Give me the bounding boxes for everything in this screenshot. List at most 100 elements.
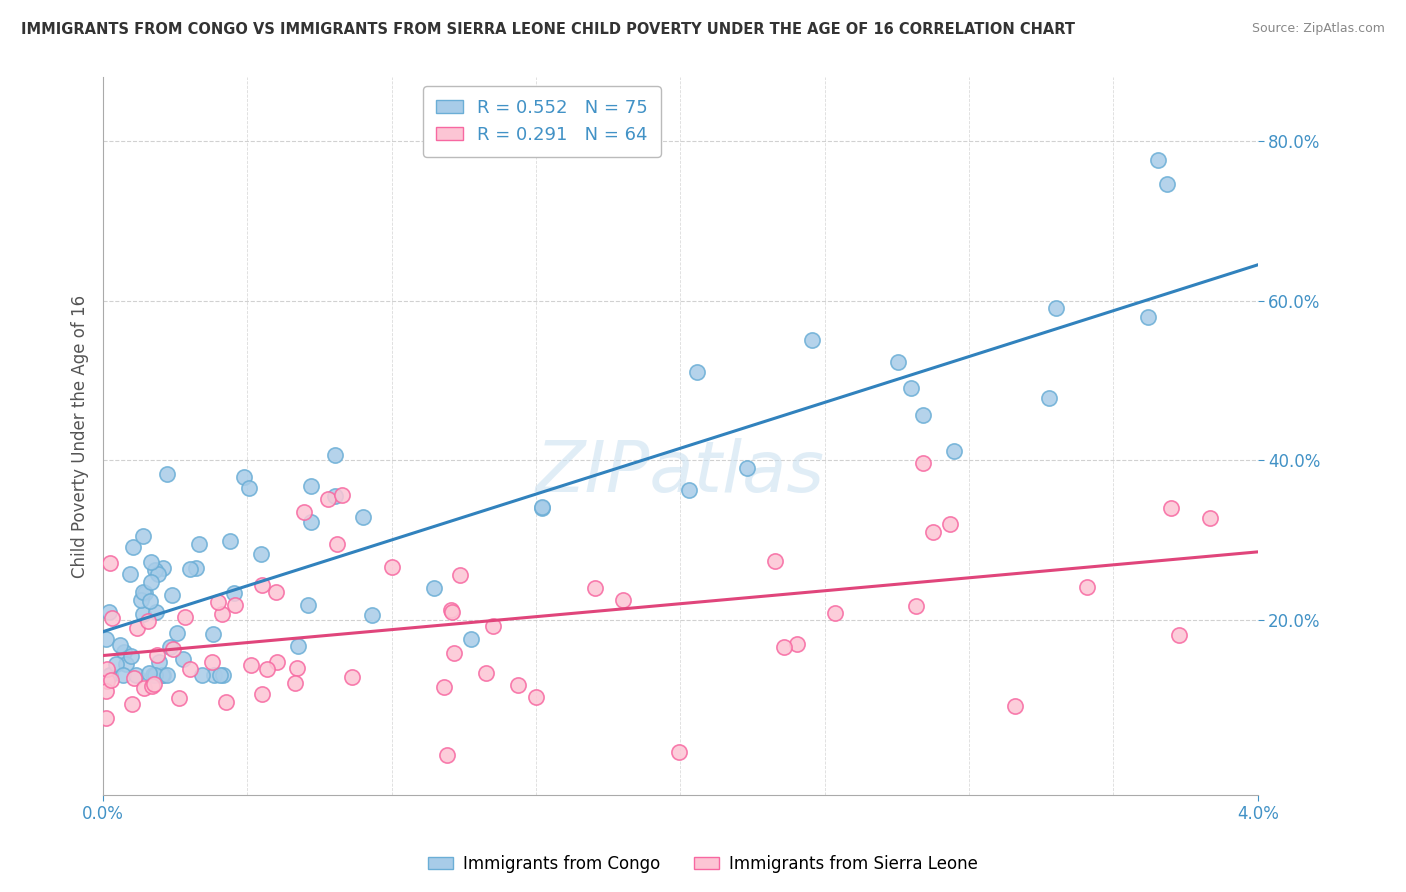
Point bbox=[204, 668, 226, 682]
Point bbox=[131, 529, 153, 543]
Point bbox=[905, 599, 928, 613]
Point bbox=[98, 557, 121, 571]
Point bbox=[266, 655, 288, 669]
Point bbox=[141, 574, 163, 589]
Point bbox=[215, 695, 238, 709]
Point bbox=[284, 676, 307, 690]
Point bbox=[912, 408, 935, 422]
Point bbox=[143, 676, 166, 690]
Point bbox=[94, 632, 117, 646]
Point bbox=[250, 687, 273, 701]
Point bbox=[94, 683, 117, 698]
Point bbox=[887, 355, 910, 369]
Point bbox=[583, 581, 606, 595]
Point bbox=[911, 457, 934, 471]
Point bbox=[152, 668, 174, 682]
Point bbox=[460, 632, 482, 646]
Point bbox=[1045, 301, 1067, 315]
Point bbox=[325, 489, 347, 503]
Point bbox=[145, 605, 167, 619]
Point bbox=[98, 605, 121, 619]
Y-axis label: Child Poverty Under the Age of 16: Child Poverty Under the Age of 16 bbox=[72, 294, 89, 578]
Point bbox=[148, 655, 170, 669]
Point bbox=[209, 668, 232, 682]
Point bbox=[800, 333, 823, 347]
Point bbox=[921, 524, 943, 539]
Point bbox=[152, 560, 174, 574]
Point bbox=[202, 627, 225, 641]
Point bbox=[340, 670, 363, 684]
Point bbox=[187, 537, 209, 551]
Point bbox=[120, 567, 142, 582]
Point bbox=[98, 668, 121, 682]
Point bbox=[440, 603, 463, 617]
Point bbox=[167, 690, 190, 705]
Point bbox=[1156, 177, 1178, 191]
Point bbox=[323, 448, 346, 462]
Point bbox=[94, 711, 117, 725]
Point bbox=[146, 566, 169, 581]
Point bbox=[1146, 153, 1168, 167]
Legend: R = 0.552   N = 75, R = 0.291   N = 64: R = 0.552 N = 75, R = 0.291 N = 64 bbox=[423, 87, 661, 157]
Point bbox=[104, 657, 127, 672]
Point bbox=[381, 560, 404, 574]
Point bbox=[114, 657, 136, 671]
Point bbox=[530, 500, 553, 515]
Point bbox=[120, 648, 142, 663]
Point bbox=[668, 745, 690, 759]
Point bbox=[361, 607, 384, 622]
Point bbox=[326, 537, 349, 551]
Point bbox=[443, 646, 465, 660]
Point bbox=[1038, 392, 1060, 406]
Point bbox=[238, 481, 260, 495]
Point bbox=[900, 381, 922, 395]
Point bbox=[264, 585, 287, 599]
Point bbox=[101, 610, 124, 624]
Point bbox=[112, 645, 135, 659]
Point bbox=[134, 586, 156, 600]
Point bbox=[233, 470, 256, 484]
Point bbox=[132, 584, 155, 599]
Point bbox=[184, 560, 207, 574]
Point bbox=[474, 666, 496, 681]
Point bbox=[224, 586, 246, 600]
Point bbox=[219, 534, 242, 549]
Point bbox=[125, 668, 148, 682]
Point bbox=[172, 652, 194, 666]
Point bbox=[121, 541, 143, 555]
Point bbox=[156, 668, 179, 682]
Point bbox=[100, 673, 122, 688]
Point bbox=[686, 365, 709, 379]
Point bbox=[449, 567, 471, 582]
Point bbox=[939, 517, 962, 532]
Point bbox=[179, 562, 201, 576]
Point bbox=[735, 460, 758, 475]
Point bbox=[1167, 628, 1189, 642]
Point bbox=[330, 488, 353, 502]
Point bbox=[156, 467, 179, 481]
Point bbox=[1004, 698, 1026, 713]
Point bbox=[224, 599, 246, 613]
Point bbox=[129, 592, 152, 607]
Point bbox=[763, 554, 786, 568]
Point bbox=[612, 593, 634, 607]
Point bbox=[440, 605, 463, 619]
Point bbox=[432, 680, 454, 694]
Point bbox=[162, 642, 184, 657]
Point bbox=[150, 668, 173, 682]
Point bbox=[127, 621, 149, 635]
Point bbox=[1160, 500, 1182, 515]
Point bbox=[1199, 511, 1222, 525]
Point bbox=[824, 606, 846, 620]
Point bbox=[1136, 310, 1159, 324]
Text: ZIPatlas: ZIPatlas bbox=[536, 438, 825, 507]
Point bbox=[287, 639, 309, 653]
Point bbox=[1076, 580, 1098, 594]
Point bbox=[299, 479, 322, 493]
Point bbox=[239, 657, 262, 672]
Point bbox=[111, 668, 134, 682]
Point bbox=[299, 515, 322, 529]
Point bbox=[422, 581, 444, 595]
Point bbox=[352, 509, 374, 524]
Point bbox=[292, 505, 315, 519]
